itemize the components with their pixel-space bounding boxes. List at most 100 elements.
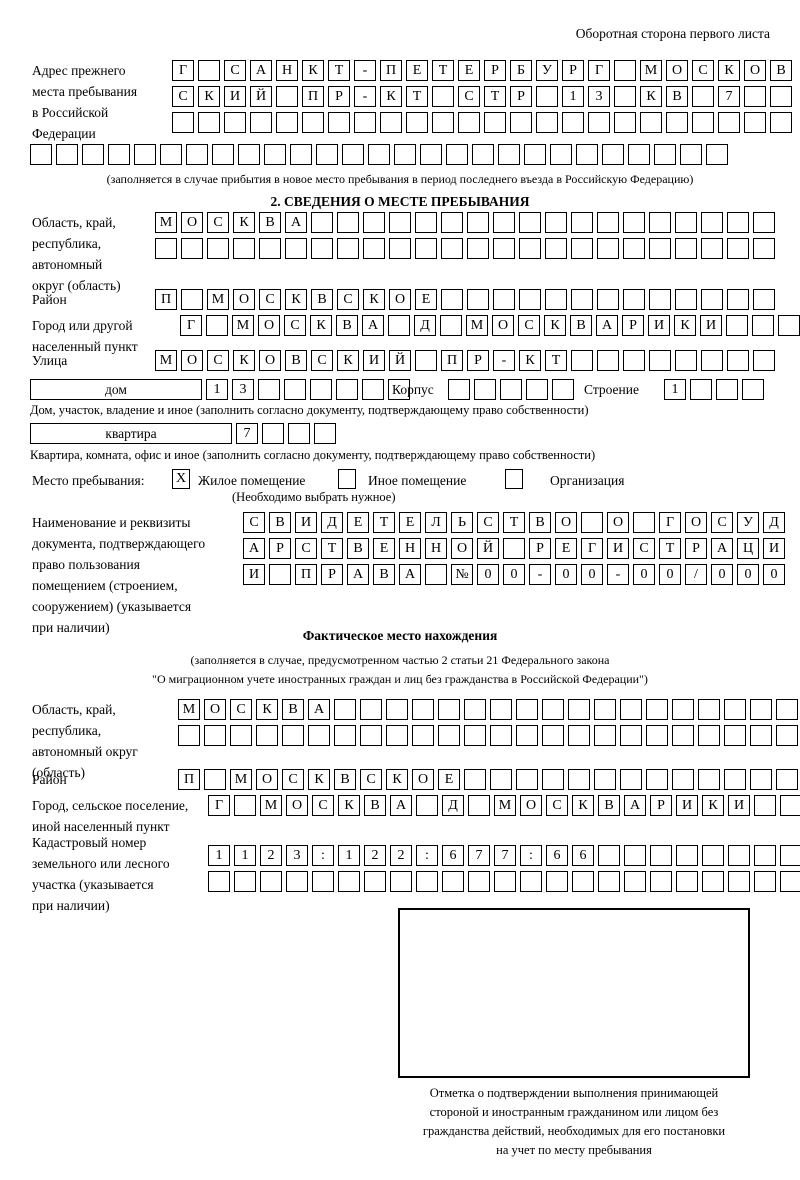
cadastral-r2-cell-22[interactable]	[754, 871, 776, 892]
doc-r3-cell-4[interactable]: Р	[321, 564, 343, 585]
prev-address-r1-cell-19[interactable]: М	[640, 60, 662, 81]
street-r1-cell-24[interactable]	[753, 350, 775, 371]
cadastral-r2-cell-6[interactable]	[338, 871, 360, 892]
doc-r3-cell-10[interactable]: 0	[477, 564, 499, 585]
doc-r2-cell-14[interactable]: Г	[581, 538, 603, 559]
prev-address-r1-cell-14[interactable]: Б	[510, 60, 532, 81]
prev-address-r1-cell-11[interactable]: Т	[432, 60, 454, 81]
doc-r2-cell-16[interactable]: С	[633, 538, 655, 559]
actual-district-r1-cell-19[interactable]	[646, 769, 668, 790]
region-r2-cell-24[interactable]	[753, 238, 775, 259]
prev-address-r1-cell-1[interactable]: Г	[172, 60, 194, 81]
district-r1-cell-4[interactable]: О	[233, 289, 255, 310]
street-r1-cell-12[interactable]: П	[441, 350, 463, 371]
street-r1-cell-7[interactable]: С	[311, 350, 333, 371]
flat-cell-4[interactable]	[314, 423, 336, 444]
cadastral-r1-cell-16[interactable]	[598, 845, 620, 866]
street-r1-cell-2[interactable]: О	[181, 350, 203, 371]
doc-r2-cell-4[interactable]: Т	[321, 538, 343, 559]
actual-district-r1-cell-4[interactable]: О	[256, 769, 278, 790]
city-r1-cell-24[interactable]	[778, 315, 800, 336]
actual-district-r1-cell-23[interactable]	[750, 769, 772, 790]
region-r2-cell-16[interactable]	[545, 238, 567, 259]
actual-region-r1-cell-19[interactable]	[646, 699, 668, 720]
prev-address-r4-cell-6[interactable]	[160, 144, 182, 165]
city-r1-cell-1[interactable]: Г	[180, 315, 202, 336]
street-r1-cell-9[interactable]: И	[363, 350, 385, 371]
actual-region-r1-cell-23[interactable]	[750, 699, 772, 720]
actual-region-r1-cell-16[interactable]	[568, 699, 590, 720]
doc-r2-cell-7[interactable]: Н	[399, 538, 421, 559]
region-r1-cell-13[interactable]	[467, 212, 489, 233]
cadastral-r1-cell-17[interactable]	[624, 845, 646, 866]
actual-district-r1-cell-6[interactable]: К	[308, 769, 330, 790]
prev-address-r2-cell-4[interactable]: Й	[250, 86, 272, 107]
doc-r1-cell-9[interactable]: Ь	[451, 512, 473, 533]
prev-address-r1-cell-10[interactable]: Е	[406, 60, 428, 81]
city-r1-cell-17[interactable]: А	[596, 315, 618, 336]
prev-address-r3-cell-10[interactable]	[406, 112, 428, 133]
actual-city-r1-cell-15[interactable]: К	[572, 795, 594, 816]
city-r1-cell-21[interactable]: И	[700, 315, 722, 336]
doc-r1-cell-12[interactable]: В	[529, 512, 551, 533]
cadastral-r2-cell-12[interactable]	[494, 871, 516, 892]
actual-region-r1-cell-13[interactable]	[490, 699, 512, 720]
prev-address-r1-cell-13[interactable]: Р	[484, 60, 506, 81]
region-r2-cell-23[interactable]	[727, 238, 749, 259]
region-r2-cell-2[interactable]	[181, 238, 203, 259]
cadastral-r1-cell-18[interactable]	[650, 845, 672, 866]
doc-r3-cell-1[interactable]: И	[243, 564, 265, 585]
cadastral-r1-cell-14[interactable]: 6	[546, 845, 568, 866]
actual-district-r1-cell-12[interactable]	[464, 769, 486, 790]
doc-r3-cell-14[interactable]: 0	[581, 564, 603, 585]
prev-address-r4-cell-1[interactable]	[30, 144, 52, 165]
prev-address-r3-cell-5[interactable]	[276, 112, 298, 133]
region-r2-cell-9[interactable]	[363, 238, 385, 259]
region-r1-cell-20[interactable]	[649, 212, 671, 233]
doc-r3-cell-15[interactable]: -	[607, 564, 629, 585]
actual-district-r1-cell-9[interactable]: К	[386, 769, 408, 790]
prev-address-r4-cell-26[interactable]	[680, 144, 702, 165]
cadastral-r1-cell-21[interactable]	[728, 845, 750, 866]
cadastral-r2-cell-21[interactable]	[728, 871, 750, 892]
prev-address-r4-cell-22[interactable]	[576, 144, 598, 165]
actual-district-r1-cell-5[interactable]: С	[282, 769, 304, 790]
prev-address-r3-cell-2[interactable]	[198, 112, 220, 133]
actual-region-r1-cell-9[interactable]	[386, 699, 408, 720]
region-r2-cell-10[interactable]	[389, 238, 411, 259]
street-r1-cell-20[interactable]	[649, 350, 671, 371]
street-r1-cell-22[interactable]	[701, 350, 723, 371]
doc-r1-cell-7[interactable]: Е	[399, 512, 421, 533]
region-r1-cell-11[interactable]	[415, 212, 437, 233]
region-r2-cell-11[interactable]	[415, 238, 437, 259]
actual-city-r1-cell-13[interactable]: О	[520, 795, 542, 816]
street-r1-cell-8[interactable]: К	[337, 350, 359, 371]
prev-address-r4-cell-5[interactable]	[134, 144, 156, 165]
prev-address-r4-cell-21[interactable]	[550, 144, 572, 165]
prev-address-r1-cell-3[interactable]: С	[224, 60, 246, 81]
actual-region-r2-cell-3[interactable]	[230, 725, 252, 746]
city-r1-cell-2[interactable]	[206, 315, 228, 336]
prev-address-r4-cell-20[interactable]	[524, 144, 546, 165]
actual-district-r1-cell-21[interactable]	[698, 769, 720, 790]
actual-district-r1-cell-3[interactable]: М	[230, 769, 252, 790]
city-r1-cell-22[interactable]	[726, 315, 748, 336]
prev-address-r3-cell-23[interactable]	[744, 112, 766, 133]
doc-r3-cell-11[interactable]: 0	[503, 564, 525, 585]
doc-r1-cell-8[interactable]: Л	[425, 512, 447, 533]
house-cell-4[interactable]	[284, 379, 306, 400]
prev-address-r3-cell-13[interactable]	[484, 112, 506, 133]
street-r1-cell-10[interactable]: Й	[389, 350, 411, 371]
prev-address-r2-cell-6[interactable]: П	[302, 86, 324, 107]
cadastral-r2-cell-20[interactable]	[702, 871, 724, 892]
district-r1-cell-15[interactable]	[519, 289, 541, 310]
prev-address-r2-cell-5[interactable]	[276, 86, 298, 107]
district-r1-cell-21[interactable]	[675, 289, 697, 310]
district-r1-cell-18[interactable]	[597, 289, 619, 310]
doc-r2-cell-6[interactable]: Е	[373, 538, 395, 559]
city-r1-cell-19[interactable]: И	[648, 315, 670, 336]
prev-address-r1-cell-15[interactable]: У	[536, 60, 558, 81]
